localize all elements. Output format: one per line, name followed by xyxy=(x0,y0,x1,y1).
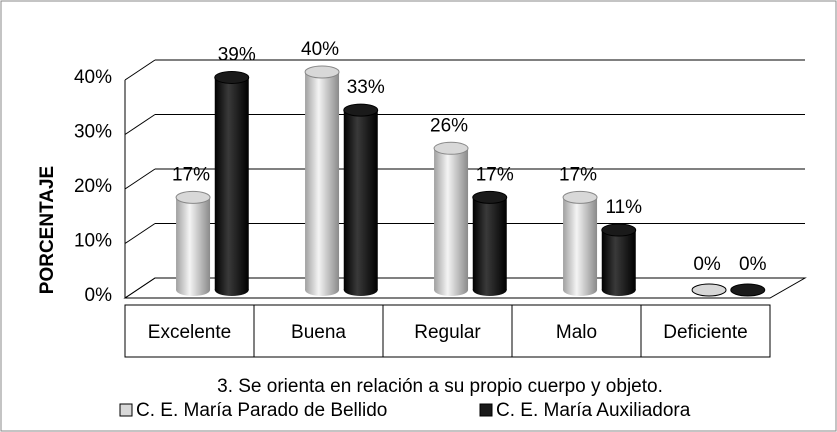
bar-top xyxy=(433,141,469,155)
bar xyxy=(343,110,378,291)
bar-base xyxy=(563,284,598,296)
grid-line xyxy=(124,277,156,299)
bar-top xyxy=(601,223,637,237)
x-tick-label: Deficiente xyxy=(663,322,748,343)
x-tick-label: Excelente xyxy=(148,322,231,343)
bar-top xyxy=(304,65,340,79)
grid-line xyxy=(124,168,156,190)
bar xyxy=(434,148,469,290)
bar xyxy=(563,197,598,290)
value-label: 39% xyxy=(218,44,256,65)
bar xyxy=(730,283,766,297)
bar-top xyxy=(562,190,598,204)
x-axis-label: 3. Se orienta en relación a su propio cu… xyxy=(217,376,663,397)
bar xyxy=(176,197,211,290)
value-label: 17% xyxy=(172,164,210,185)
value-label: 17% xyxy=(559,164,597,185)
bar-base xyxy=(214,284,249,296)
category-cell xyxy=(640,304,771,358)
value-label: 33% xyxy=(347,77,385,98)
y-tick-label: 40% xyxy=(74,67,112,88)
value-label: 0% xyxy=(693,254,721,275)
bar-base xyxy=(305,284,340,296)
bar-base xyxy=(601,284,636,296)
value-label: 26% xyxy=(430,115,468,136)
bar xyxy=(601,230,636,290)
bar-base xyxy=(434,284,469,296)
y-tick-label: 0% xyxy=(85,285,113,306)
bar xyxy=(472,197,507,290)
legend-label: C. E. María Auxiliadora xyxy=(496,400,691,421)
bar-top xyxy=(343,103,379,117)
value-label: 0% xyxy=(739,254,767,275)
y-tick-label: 10% xyxy=(74,231,112,252)
legend-label: C. E. María Parado de Bellido xyxy=(136,400,387,421)
value-label: 40% xyxy=(301,39,339,60)
bar-base xyxy=(176,284,211,296)
x-tick-label: Buena xyxy=(291,322,346,343)
bar xyxy=(305,72,340,290)
legend-swatch xyxy=(479,403,493,417)
grid-line xyxy=(124,223,156,244)
x-tick-label: Malo xyxy=(556,322,597,343)
bar-base xyxy=(472,284,507,296)
bar-top xyxy=(214,70,250,84)
x-tick-label: Regular xyxy=(414,322,481,343)
value-label: 11% xyxy=(605,197,642,218)
legend-swatch xyxy=(119,403,133,417)
value-label: 17% xyxy=(476,164,514,185)
bar-top xyxy=(472,190,508,204)
grid-line xyxy=(124,59,156,81)
grid-line xyxy=(124,114,156,135)
y-tick-label: 20% xyxy=(74,176,112,197)
bar xyxy=(691,283,727,297)
bar-top xyxy=(175,190,211,204)
y-tick-label: 30% xyxy=(74,122,112,143)
y-axis-label: PORCENTAJE xyxy=(37,166,58,294)
bar-base xyxy=(343,284,378,296)
bar xyxy=(214,77,249,290)
